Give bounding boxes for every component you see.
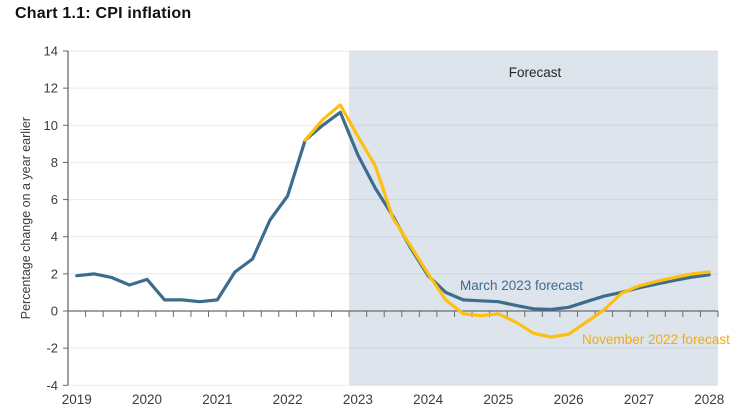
y-axis-tick-label: 4	[51, 229, 58, 244]
annotation-forecast-label: Forecast	[509, 65, 562, 80]
y-axis-tick-label: 14	[44, 44, 58, 59]
y-axis-tick-label: 12	[44, 81, 58, 96]
x-axis-year-label: 2028	[694, 392, 724, 407]
x-axis-year-label: 2022	[273, 392, 303, 407]
forecast-region	[349, 51, 718, 386]
x-axis-year-label: 2025	[483, 392, 513, 407]
annotation-november-forecast-label: November 2022 forecast	[582, 332, 730, 347]
x-axis-year-label: 2026	[554, 392, 584, 407]
x-axis-year-label: 2027	[624, 392, 654, 407]
annotation-march-forecast-label: March 2023 forecast	[460, 278, 583, 293]
x-axis-year-label: 2019	[62, 392, 92, 407]
y-axis-tick-label: -4	[46, 378, 58, 393]
y-axis-title: Percentage change on a year earlier	[19, 117, 33, 319]
y-axis-tick-label: -2	[46, 341, 58, 356]
y-axis-tick-label: 10	[44, 118, 58, 133]
y-axis-tick-label: 0	[51, 304, 58, 319]
y-axis-tick-label: 8	[51, 155, 58, 170]
x-axis-year-label: 2023	[343, 392, 373, 407]
y-axis-tick-label: 2	[51, 266, 58, 281]
series-line-november-2022-forecast	[303, 103, 711, 339]
x-axis-year-label: 2024	[413, 392, 444, 407]
y-axis-tick-label: 6	[51, 192, 58, 207]
x-axis-year-label: 2021	[202, 392, 232, 407]
chart-title: Chart 1.1: CPI inflation	[15, 5, 192, 22]
x-axis-year-label: 2020	[132, 392, 162, 407]
